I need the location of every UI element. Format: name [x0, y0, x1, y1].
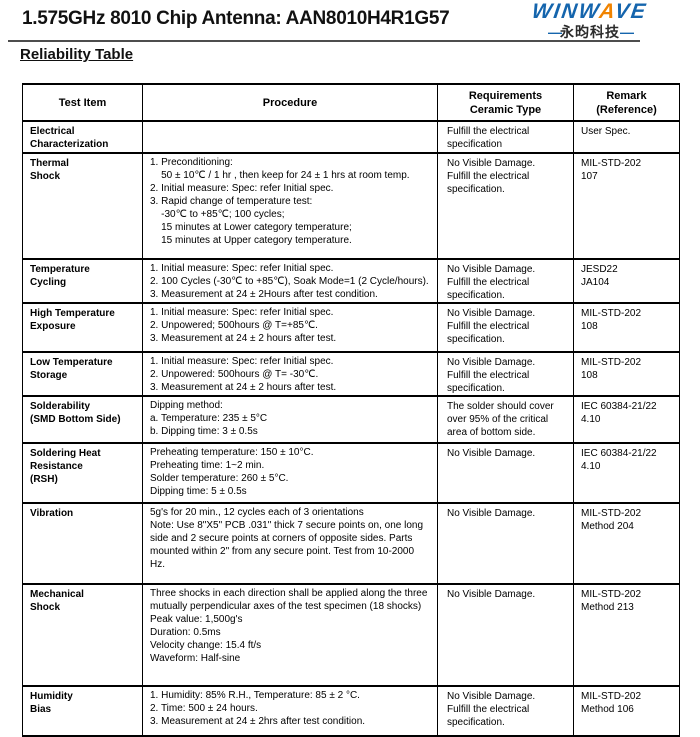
test-item-cell: Electrical Characterization	[22, 120, 143, 154]
remark-cell: IEC 60384-21/22 4.10	[573, 442, 680, 504]
procedure-cell: Preheating temperature: 150 ± 10°C. Preh…	[142, 442, 438, 504]
table-row: Humidity Bias 1. Humidity: 85% R.H., Tem…	[22, 685, 680, 737]
remark-cell: MIL-STD-202 108	[573, 302, 680, 353]
requirements-cell: Fulfill the electrical specification	[437, 120, 574, 154]
winwave-logo: WINWAVE —永昀科技—	[512, 0, 668, 39]
logo-dash-left: —	[548, 24, 562, 40]
test-item-cell: Low Temperature Storage	[22, 351, 143, 397]
requirements-cell: No Visible Damage.	[437, 442, 574, 504]
table-row: Low Temperature Storage 1. Initial measu…	[22, 351, 680, 397]
procedure-cell: 5g's for 20 min., 12 cycles each of 3 or…	[142, 502, 438, 585]
procedure-cell	[142, 120, 438, 154]
logo-wordmark-prefix: WINW	[530, 0, 602, 23]
procedure-cell: Three shocks in each direction shall be …	[142, 583, 438, 687]
test-item-cell: Solderability (SMD Bottom Side)	[22, 395, 143, 444]
test-item-cell: Temperature Cycling	[22, 258, 143, 304]
requirements-cell: No Visible Damage.	[437, 583, 574, 687]
remark-cell: MIL-STD-202 Method 213	[573, 583, 680, 687]
table-row: Solderability (SMD Bottom Side) Dipping …	[22, 395, 680, 444]
logo-company-name: —永昀科技—	[512, 25, 668, 39]
test-item-cell: Thermal Shock	[22, 152, 143, 260]
remark-cell: JESD22 JA104	[573, 258, 680, 304]
requirements-cell: No Visible Damage. Fulfill the electrica…	[437, 152, 574, 260]
procedure-cell: Dipping method: a. Temperature: 235 ± 5°…	[142, 395, 438, 444]
remark-cell: MIL-STD-202 107	[573, 152, 680, 260]
column-header-remark: Remark (Reference)	[573, 83, 680, 122]
logo-wordmark-suffix: VE	[613, 0, 650, 23]
procedure-cell: 1. Initial measure: Spec: refer Initial …	[142, 351, 438, 397]
table-row: High Temperature Exposure 1. Initial mea…	[22, 302, 680, 353]
remark-cell: MIL-STD-202 108	[573, 351, 680, 397]
table-row: Soldering Heat Resistance (RSH) Preheati…	[22, 442, 680, 504]
requirements-cell: No Visible Damage. Fulfill the electrica…	[437, 258, 574, 304]
header-divider	[8, 40, 640, 42]
reliability-table: Test Item Procedure Requirements Ceramic…	[22, 83, 680, 737]
remark-cell: IEC 60384-21/22 4.10	[573, 395, 680, 444]
remark-cell: User Spec.	[573, 120, 680, 154]
procedure-cell: 1. Preconditioning: 50 ± 10℃ / 1 hr , th…	[142, 152, 438, 260]
test-item-cell: Soldering Heat Resistance (RSH)	[22, 442, 143, 504]
table-row: Vibration 5g's for 20 min., 12 cycles ea…	[22, 502, 680, 585]
test-item-cell: Vibration	[22, 502, 143, 585]
table-row: Mechanical Shock Three shocks in each di…	[22, 583, 680, 687]
page-title: 1.575GHz 8010 Chip Antenna: AAN8010H4R1G…	[22, 8, 450, 29]
table-row: Thermal Shock 1. Preconditioning: 50 ± 1…	[22, 152, 680, 260]
requirements-cell: No Visible Damage. Fulfill the electrica…	[437, 685, 574, 737]
logo-dash-right: —	[620, 24, 634, 40]
section-title: Reliability Table	[20, 46, 134, 63]
table-row: Electrical Characterization Fulfill the …	[22, 120, 680, 154]
remark-cell: MIL-STD-202 Method 204	[573, 502, 680, 585]
column-header-procedure: Procedure	[142, 83, 438, 122]
column-header-test-item: Test Item	[22, 83, 143, 122]
requirements-cell: The solder should cover over 95% of the …	[437, 395, 574, 444]
logo-company-name-text: 永昀科技	[560, 24, 620, 40]
remark-cell: MIL-STD-202 Method 106	[573, 685, 680, 737]
test-item-cell: Mechanical Shock	[22, 583, 143, 687]
logo-wordmark: WINWAVE	[530, 0, 650, 23]
requirements-cell: No Visible Damage. Fulfill the electrica…	[437, 302, 574, 353]
test-item-cell: High Temperature Exposure	[22, 302, 143, 353]
requirements-cell: No Visible Damage. Fulfill the electrica…	[437, 351, 574, 397]
procedure-cell: 1. Initial measure: Spec: refer Initial …	[142, 258, 438, 304]
table-header-row: Test Item Procedure Requirements Ceramic…	[22, 83, 680, 122]
procedure-cell: 1. Initial measure: Spec: refer Initial …	[142, 302, 438, 353]
requirements-cell: No Visible Damage.	[437, 502, 574, 585]
column-header-requirements: Requirements Ceramic Type	[437, 83, 574, 122]
procedure-cell: 1. Humidity: 85% R.H., Temperature: 85 ±…	[142, 685, 438, 737]
test-item-cell: Humidity Bias	[22, 685, 143, 737]
table-row: Temperature Cycling 1. Initial measure: …	[22, 258, 680, 304]
